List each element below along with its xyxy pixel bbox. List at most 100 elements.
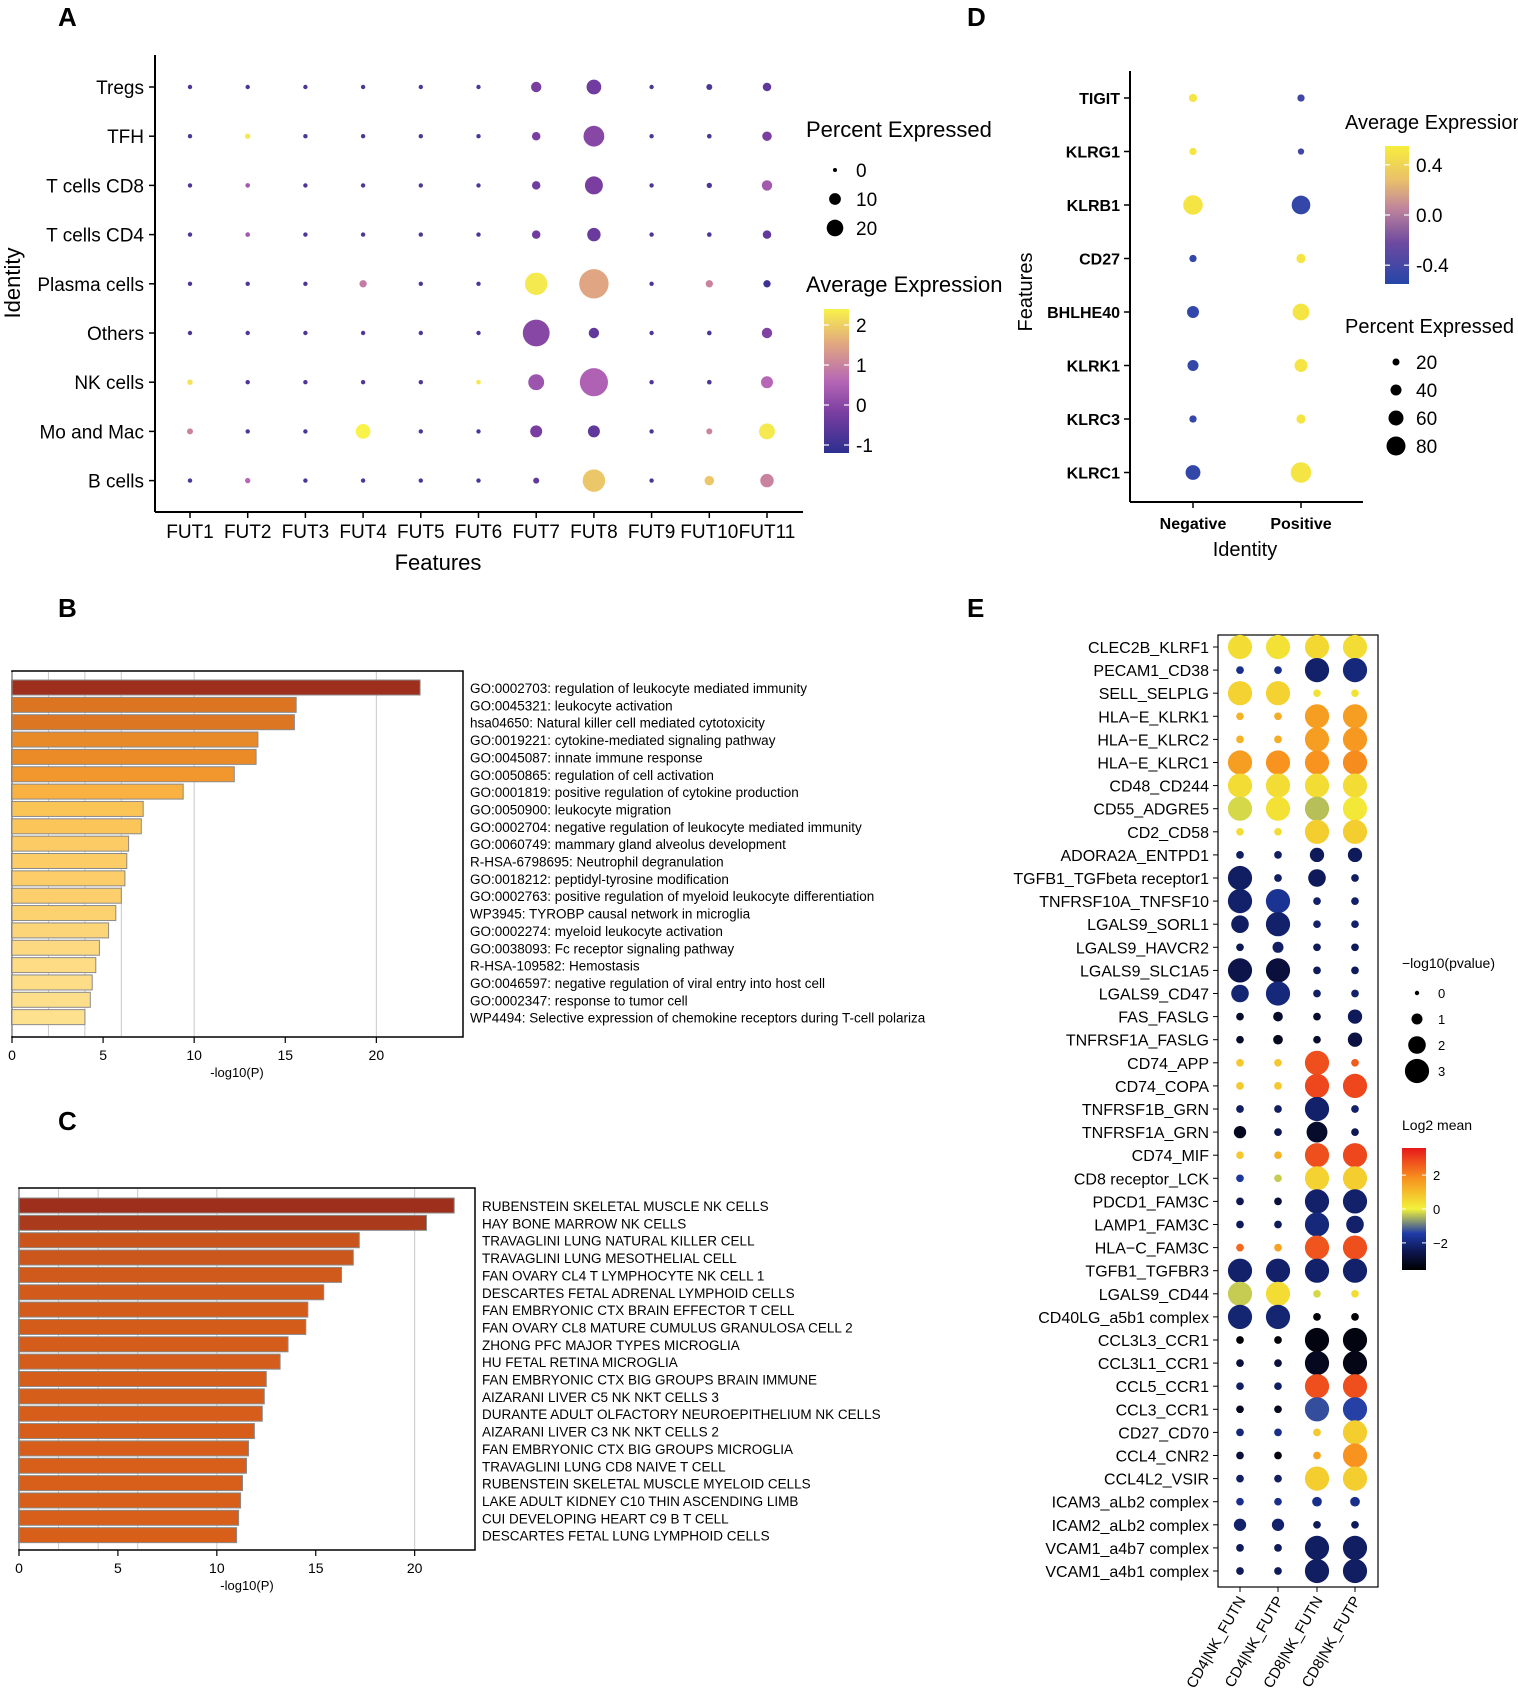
panel-e-y-tick-label: HLA−E_KLRC1 [1097, 756, 1209, 773]
panel-d-dot [1189, 147, 1197, 156]
panel-e-dot [1236, 1428, 1244, 1437]
panel-e-dot [1236, 1058, 1244, 1067]
panel-e-dot [1342, 1235, 1368, 1260]
panel-a-dot [187, 281, 193, 286]
panel-c-bar-label: FAN EMBRYONIC CTX BIG GROUPS BRAIN IMMUN… [482, 1373, 817, 1388]
panel-e-dot [1265, 681, 1291, 706]
panel-e-size-legend-label: 0 [1438, 986, 1445, 1001]
panel-a-size-legend-label: 0 [856, 161, 867, 182]
panel-d-x-tick-label: Negative [1160, 516, 1227, 533]
panel-e-dot [1274, 1197, 1282, 1206]
panel-e-y-tick-label: CCL5_CCR1 [1116, 1379, 1209, 1396]
panel-e-dot [1265, 773, 1291, 798]
panel-d-size-legend-label: 80 [1416, 437, 1437, 458]
panel-a-dot [763, 280, 771, 288]
panel-d-y-tick-label: KLRG1 [1066, 145, 1120, 162]
panel-a-dot [476, 84, 481, 90]
panel-e-dot [1274, 1058, 1282, 1067]
panel-a-y-tick-label: Others [87, 324, 144, 345]
panel-a-dot [761, 327, 773, 339]
panel-b-bar-label: GO:0045087: innate immune response [470, 750, 703, 765]
panel-c-bar-label: DESCARTES FETAL LUNG LYMPHOID CELLS [482, 1529, 770, 1544]
panel-e-color-legend-title: Log2 mean [1402, 1117, 1472, 1133]
panel-b-bar-label: hsa04650: Natural killer cell mediated c… [470, 716, 765, 731]
panel-b-bar [11, 870, 126, 887]
panel-b-x-title: -log10(P) [210, 1065, 263, 1080]
panel-a-dot [360, 330, 366, 336]
panel-a-dot [476, 429, 481, 434]
panel-e-dot [1347, 1032, 1363, 1047]
panel-b-bar [11, 818, 142, 835]
panel-c-barchart: -log10(P) RUBENSTEIN SKELETAL MUSCLE NK … [15, 1187, 881, 1593]
panel-b-bar [11, 991, 91, 1008]
panel-e-dot [1313, 1313, 1321, 1321]
panel-e-dot [1274, 874, 1282, 882]
panel-a-dot [418, 134, 423, 139]
panel-a-x-title: Features [395, 550, 482, 575]
panel-b-bar-label: GO:0045321: leukocyte activation [470, 698, 673, 713]
panel-e-y-tick-label: CD74_APP [1127, 1056, 1209, 1073]
panel-b-bar [11, 922, 110, 939]
panel-c-bar-label: AIZARANI LIVER C3 NK NKT CELLS 2 [482, 1425, 719, 1440]
panel-e-dot [1313, 1289, 1321, 1298]
panel-d-dot [1297, 148, 1305, 155]
panel-e-y-tick-label: TGFB1_TGFBR3 [1085, 1264, 1209, 1281]
panel-a-colorbar-label: 0 [856, 396, 867, 417]
panel-e-size-legend-label: 3 [1438, 1064, 1445, 1079]
panel-c-x-tick-label: 10 [209, 1560, 225, 1576]
panel-a-dot [187, 232, 193, 237]
panel-e-dot [1304, 1212, 1330, 1237]
panel-a-dot [245, 133, 251, 139]
panel-a-x-tick-label: FUT9 [628, 522, 676, 543]
panel-a-dot [245, 330, 250, 336]
panel-b-bar-label: GO:0002347: response to tumor cell [470, 993, 688, 1008]
panel-a-x-tick-label: FUT7 [512, 522, 560, 543]
panel-e-y-tick-label: CD27_CD70 [1118, 1425, 1209, 1442]
panel-e-dot [1236, 1012, 1244, 1021]
panel-e-dot [1227, 1258, 1253, 1283]
panel-a-size-legend-dot [826, 219, 844, 237]
panel-e-dot [1236, 1474, 1244, 1483]
panel-b-bar [11, 748, 257, 765]
panel-a-dot [245, 84, 250, 90]
panel-e-dot [1342, 1466, 1368, 1491]
panel-e-dot [1304, 1327, 1330, 1353]
panel-e-dot [1351, 920, 1359, 929]
panel-a-dot [245, 429, 250, 434]
panel-e-dot [1304, 1258, 1330, 1283]
panel-b-x-tick-label: 20 [369, 1047, 385, 1063]
panel-a-dot [476, 183, 481, 188]
panel-e-dot [1304, 1397, 1330, 1422]
panel-e-size-legend-dot [1404, 1058, 1430, 1084]
panel-e-dot [1227, 750, 1253, 775]
panel-e-dot [1351, 966, 1359, 975]
panel-a-dot [706, 182, 712, 189]
panel-b-bar [11, 939, 100, 956]
panel-a-dot [418, 330, 423, 336]
panel-c-bar-label: FAN EMBRYONIC CTX BRAIN EFFECTOR T CELL [482, 1303, 795, 1318]
panel-e-dot [1236, 666, 1244, 674]
panel-e-dot [1274, 1359, 1282, 1367]
panel-e-y-tick-label: CD55_ADGRE5 [1093, 802, 1209, 819]
panel-a-colorbar-label: 2 [856, 316, 867, 337]
panel-e-y-tick-label: TNFRSF10A_TNFSF10 [1039, 894, 1209, 911]
panel-e-y-tick-label: LGALS9_CD44 [1099, 1287, 1209, 1304]
panel-e-y-tick-label: CCL3_CCR1 [1116, 1402, 1209, 1419]
panel-e-dot [1342, 1397, 1368, 1422]
panel-b-bar-label: R-HSA-6798695: Neutrophil degranulation [470, 855, 724, 870]
panel-e-dot [1274, 712, 1282, 721]
panel-e-y-tick-label: CD74_MIF [1132, 1148, 1210, 1165]
panel-a-dot [418, 478, 423, 483]
panel-a-y-tick-label: NK cells [74, 373, 144, 394]
panel-d-y-tick-label: KLRB1 [1067, 198, 1120, 215]
panel-e-dot [1274, 1428, 1282, 1437]
panel-b-bar [11, 800, 144, 817]
panel-a-dot [533, 477, 540, 484]
panel-e-dot [1236, 1451, 1244, 1460]
panel-b-x-tick-label: 10 [186, 1047, 202, 1063]
panel-b-bar-label: GO:0002703: regulation of leukocyte medi… [470, 681, 807, 696]
panel-c-x-tick-label: 20 [407, 1560, 423, 1576]
panel-d-y-tick-label: KLRC1 [1067, 466, 1120, 483]
panel-e-dot [1304, 634, 1330, 660]
panel-b-bar [11, 731, 259, 748]
